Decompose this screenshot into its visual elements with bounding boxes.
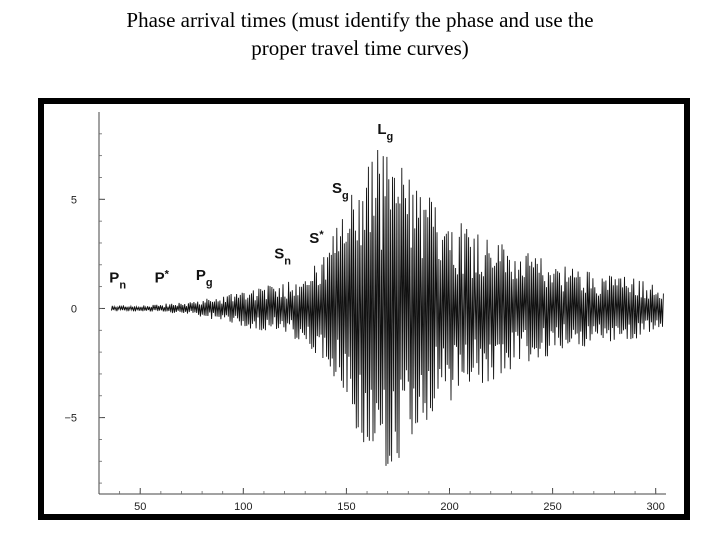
figure-frame: 50 100 150 200 250 300 5 0 −5 Pn P* Pg Sn S* Sg Lg: [38, 98, 690, 520]
phase-label-pn: Pn: [109, 269, 126, 291]
slide-title: Phase arrival times (must identify the p…: [126, 8, 594, 60]
x-tick-label: 150: [337, 501, 355, 513]
x-tick-label: 250: [543, 501, 561, 513]
phase-label-lg: Lg: [377, 121, 393, 143]
phase-label-sg: Sg: [332, 180, 349, 202]
phase-label-sn: Sn: [274, 245, 291, 267]
y-tick-label: 5: [71, 194, 77, 206]
y-tick-label: 0: [71, 303, 77, 315]
phase-label-pg: Pg: [196, 267, 213, 289]
seismogram-trace: [110, 149, 664, 466]
x-tick-label: 50: [134, 501, 146, 513]
phase-label-pstar: P*: [155, 268, 170, 286]
phase-label-sstar: S*: [309, 229, 324, 247]
x-tick-label: 200: [440, 501, 458, 513]
y-tick-label: −5: [64, 413, 77, 425]
seismogram-plot-area: 50 100 150 200 250 300 5 0 −5 Pn P* Pg Sn S* Sg Lg: [44, 104, 684, 514]
x-tick-label: 100: [234, 501, 252, 513]
x-tick-label: 300: [647, 501, 665, 513]
